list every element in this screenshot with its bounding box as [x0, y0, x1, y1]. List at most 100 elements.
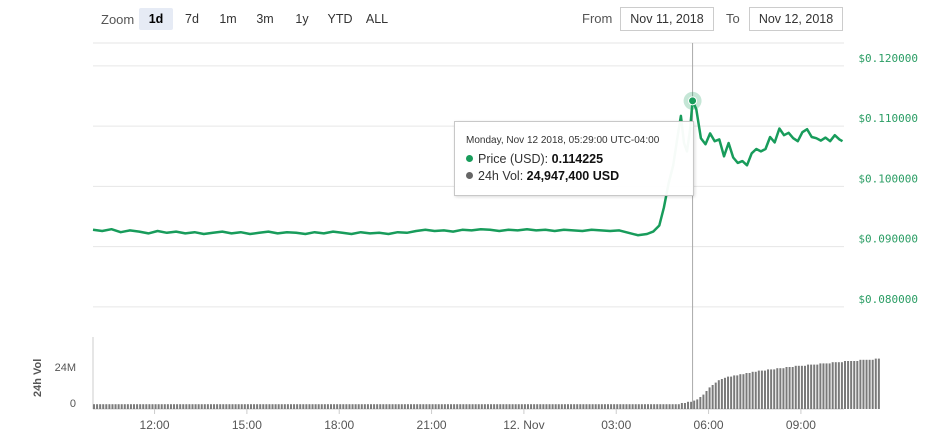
volume-bar — [496, 404, 499, 409]
time-tick-label: 06:00 — [694, 418, 724, 432]
volume-bar — [714, 382, 717, 409]
volume-bar — [523, 404, 526, 409]
volume-bar — [120, 404, 123, 409]
volume-bar — [810, 364, 813, 409]
volume-bar — [456, 404, 459, 409]
volume-bar — [373, 404, 376, 409]
volume-bar — [197, 404, 200, 409]
volume-bar — [459, 404, 462, 409]
volume-bar — [782, 368, 785, 409]
volume-bar — [597, 404, 600, 409]
volume-bar — [505, 404, 508, 409]
volume-bar — [342, 404, 345, 409]
volume-bar — [440, 404, 443, 409]
volume-bar — [526, 404, 529, 409]
volume-bar — [99, 404, 102, 409]
price-tick-label: $0.110000 — [858, 112, 918, 125]
volume-bar — [533, 404, 536, 409]
volume-bar — [659, 404, 662, 409]
volume-bar — [573, 404, 576, 409]
volume-bar — [794, 365, 797, 409]
volume-axis-label: 24h Vol — [32, 359, 44, 397]
volume-bar — [631, 404, 634, 409]
volume-bar — [708, 387, 711, 409]
volume-bar — [354, 404, 357, 409]
volume-bar — [326, 404, 329, 409]
volume-bar — [151, 404, 154, 409]
price-dot-icon — [466, 155, 473, 162]
zoom-label: Zoom — [101, 12, 135, 27]
volume-bar — [643, 404, 646, 409]
volume-bar — [228, 404, 231, 409]
volume-bar — [320, 404, 323, 409]
volume-bar — [323, 404, 326, 409]
volume-bar — [416, 404, 419, 409]
volume-bar — [807, 364, 810, 409]
volume-bar — [834, 362, 837, 409]
volume-bar — [865, 359, 868, 409]
zoom-3m-button[interactable]: 3m — [256, 12, 274, 26]
volume-bar — [249, 404, 252, 409]
volume-bar — [360, 404, 363, 409]
volume-bar — [600, 404, 603, 409]
volume-bar — [837, 362, 840, 409]
volume-bar — [394, 404, 397, 409]
volume-bar — [293, 404, 296, 409]
volume-bar — [499, 404, 502, 409]
volume-bar — [410, 404, 413, 409]
volume-bar — [650, 404, 653, 409]
volume-bar — [96, 404, 99, 409]
volume-bar — [862, 359, 865, 409]
volume-bar — [693, 400, 696, 409]
volume-bar — [683, 403, 686, 409]
volume-bar — [357, 404, 360, 409]
volume-bar — [594, 404, 597, 409]
volume-bar — [259, 404, 262, 409]
volume-bar — [785, 367, 788, 409]
volume-bar — [557, 404, 560, 409]
volume-bar — [154, 404, 157, 409]
volume-bar — [209, 404, 212, 409]
volume-bar — [302, 404, 305, 409]
volume-bar — [176, 404, 179, 409]
volume-bar — [797, 365, 800, 409]
zoom-all-button[interactable]: ALL — [365, 12, 389, 26]
volume-bar — [200, 404, 203, 409]
volume-bar — [219, 404, 222, 409]
zoom-ytd-button[interactable]: YTD — [327, 12, 353, 26]
zoom-7d-button[interactable]: 7d — [185, 12, 199, 26]
volume-bar — [240, 404, 243, 409]
volume-bar — [474, 404, 477, 409]
zoom-1y-button[interactable]: 1y — [295, 12, 309, 26]
volume-bar — [856, 361, 859, 409]
volume-bar — [133, 404, 136, 409]
volume-bar — [511, 404, 514, 409]
volume-bar — [570, 404, 573, 409]
volume-bar — [93, 404, 95, 409]
time-tick-label: 15:00 — [232, 418, 262, 432]
volume-bar — [548, 404, 551, 409]
volume-bar — [751, 371, 754, 409]
volume-bar — [720, 379, 723, 409]
volume-bar — [333, 404, 336, 409]
volume-bar — [483, 404, 486, 409]
zoom-1d-button[interactable]: 1d — [139, 8, 173, 30]
volume-bar — [717, 380, 720, 409]
to-date-input[interactable]: Nov 12, 2018 — [749, 7, 843, 31]
volume-bar — [560, 404, 563, 409]
from-date-input[interactable]: Nov 11, 2018 — [620, 7, 714, 31]
volume-bar — [868, 359, 871, 409]
volume-bar — [813, 364, 816, 409]
volume-bar — [462, 404, 465, 409]
tooltip-volume-value: 24,947,400 USD — [526, 169, 620, 183]
volume-bar — [486, 404, 489, 409]
zoom-1m-button[interactable]: 1m — [219, 12, 237, 26]
volume-bar — [108, 404, 111, 409]
volume-bar — [283, 404, 286, 409]
volume-bar — [305, 404, 308, 409]
volume-bar — [139, 404, 142, 409]
volume-bar — [366, 404, 369, 409]
volume-bar — [160, 404, 163, 409]
volume-bar — [286, 404, 289, 409]
